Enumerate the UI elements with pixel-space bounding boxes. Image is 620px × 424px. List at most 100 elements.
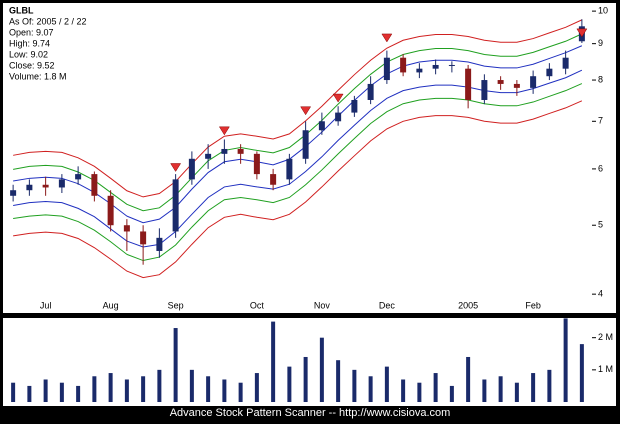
volume-bar — [124, 379, 129, 402]
volume-bar — [59, 382, 64, 402]
y-tick-label: 6 — [598, 163, 603, 173]
price-panel — [3, 3, 616, 313]
symbol: GLBL — [9, 5, 34, 15]
volume-bar — [482, 379, 487, 402]
candle-body — [42, 184, 49, 188]
candle-body — [123, 225, 130, 232]
candle-body — [286, 158, 293, 180]
candle-body — [432, 64, 439, 69]
candle-body — [562, 57, 569, 69]
candle-body — [237, 148, 244, 154]
volume-panel — [3, 318, 616, 406]
candle-body — [58, 179, 65, 188]
volume-bar — [579, 344, 584, 402]
candle-body — [10, 190, 17, 196]
candle-body — [513, 83, 520, 88]
signal-marker — [170, 163, 182, 172]
y-tick-label: 5 — [598, 220, 603, 230]
candle-body — [107, 195, 114, 226]
volume-bar — [401, 379, 406, 402]
volume-bar — [514, 382, 519, 402]
y-tick-label: 10 — [598, 5, 608, 15]
candle-body — [416, 68, 423, 73]
candle-body — [481, 80, 488, 100]
band-line — [13, 33, 583, 212]
candle-body — [530, 76, 537, 88]
signal-marker — [332, 93, 344, 103]
info-line: As Of: 2005 / 2 / 22 — [9, 16, 87, 26]
volume-bar — [531, 373, 536, 402]
volume-tick-label: 2 M — [598, 332, 613, 342]
y-tick-label: 8 — [598, 74, 603, 84]
x-tick-label: Oct — [250, 300, 265, 310]
info-line: Close: 9.52 — [9, 60, 55, 70]
signal-marker — [218, 126, 230, 136]
volume-bar — [238, 382, 243, 402]
candle-body — [335, 112, 342, 122]
volume-bar — [157, 369, 162, 402]
volume-bar — [319, 337, 324, 402]
volume-bar — [189, 369, 194, 402]
signal-marker — [300, 106, 312, 116]
volume-bar — [303, 356, 308, 402]
band-line — [13, 19, 583, 198]
candle-body — [75, 174, 82, 180]
candle-body — [172, 179, 179, 232]
volume-bar — [43, 379, 48, 402]
candle-body — [318, 121, 325, 131]
volume-bar — [498, 376, 503, 402]
candle-body — [546, 68, 553, 77]
candle-body — [448, 64, 455, 66]
candle-body — [270, 174, 277, 185]
y-tick-label: 9 — [598, 38, 603, 48]
volume-bar — [384, 366, 389, 402]
candle-body — [26, 184, 33, 191]
volume-bar — [206, 376, 211, 402]
volume-bar — [27, 385, 32, 402]
volume-bar — [108, 373, 113, 402]
x-tick-label: Feb — [525, 300, 541, 310]
info-line: Volume: 1.8 M — [9, 71, 67, 81]
volume-bar — [141, 376, 146, 402]
volume-bar — [76, 385, 81, 402]
band-line — [13, 100, 583, 279]
y-tick-label: 7 — [598, 116, 603, 126]
info-line: High: 9.74 — [9, 38, 50, 48]
candle-body — [188, 158, 195, 180]
candle-body — [383, 57, 390, 81]
candle-body — [91, 174, 98, 196]
volume-bar — [11, 382, 16, 402]
candle-body — [221, 148, 228, 154]
candle-body — [351, 99, 358, 113]
volume-bar — [563, 318, 568, 402]
candle-body — [205, 153, 212, 159]
candle-body — [253, 153, 260, 175]
x-tick-label: 2005 — [458, 300, 478, 310]
x-tick-label: Jul — [40, 300, 52, 310]
x-tick-label: Aug — [103, 300, 119, 310]
candle-body — [465, 68, 472, 100]
volume-bar — [222, 379, 227, 402]
volume-tick-label: 1 M — [598, 364, 613, 374]
info-line: Low: 9.02 — [9, 49, 48, 59]
y-tick-label: 4 — [598, 289, 603, 299]
x-tick-label: Sep — [168, 300, 184, 310]
volume-bar — [92, 376, 97, 402]
candle-body — [367, 83, 374, 100]
candle-body — [156, 237, 163, 251]
candle-body — [400, 57, 407, 73]
volume-bar — [254, 373, 259, 402]
volume-bar — [547, 369, 552, 402]
candle-body — [497, 80, 504, 84]
volume-bar — [466, 356, 471, 402]
candle-body — [302, 130, 309, 159]
x-tick-label: Nov — [314, 300, 331, 310]
x-tick-label: Dec — [379, 300, 396, 310]
volume-bar — [352, 369, 357, 402]
volume-bar — [433, 373, 438, 402]
band-line — [13, 83, 583, 262]
signal-marker — [576, 28, 588, 38]
volume-bar — [449, 385, 454, 402]
